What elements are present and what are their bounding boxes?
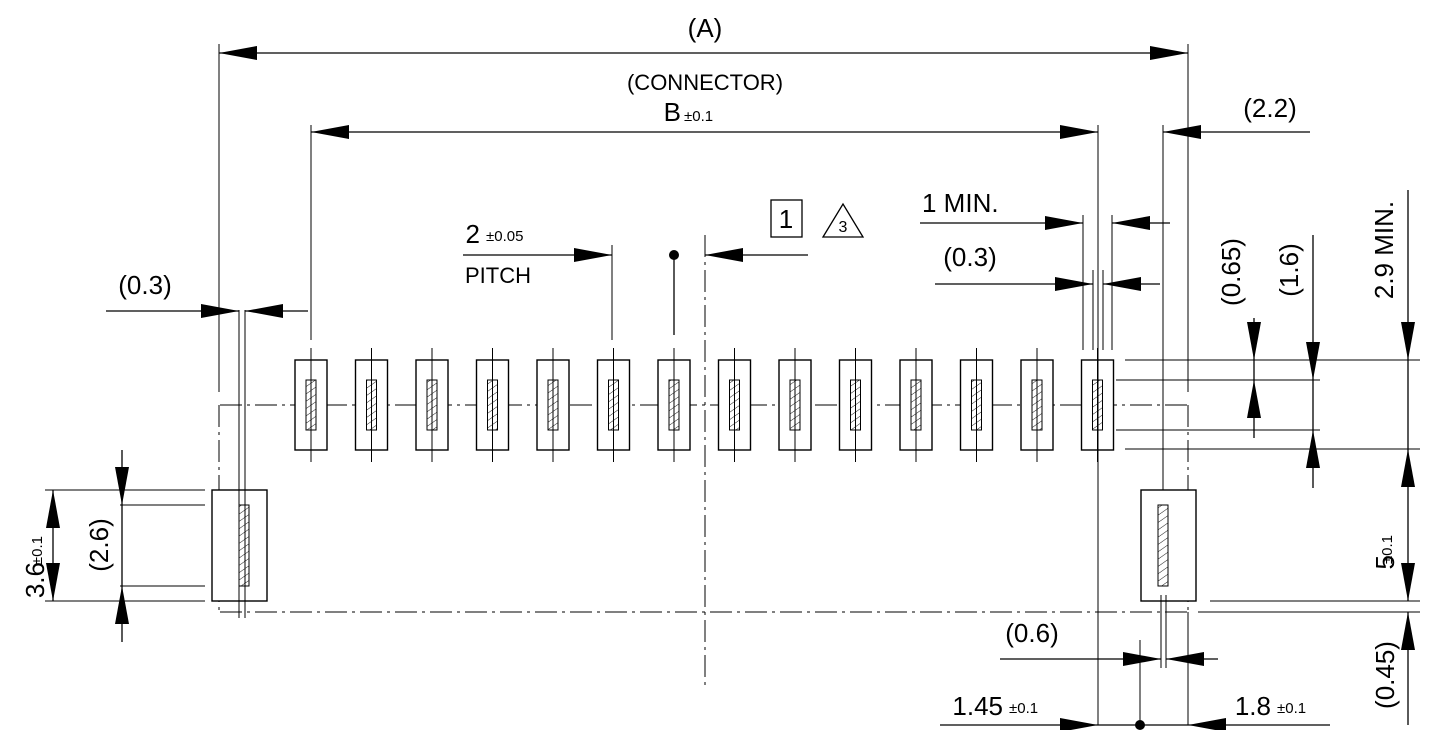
dimension-labels: (A) (CONNECTOR) B ±0.1 (2.2) 2 ±0.05 PIT… — [20, 13, 1400, 721]
signal-pad — [959, 348, 994, 462]
overall-length-label: (A) — [688, 13, 723, 43]
connector-dim-label: B — [664, 97, 681, 127]
pitch-tolerance: ±0.05 — [486, 228, 523, 245]
mount-height-label: 3.6 — [20, 562, 50, 598]
connector-caption: (CONNECTOR) — [627, 70, 783, 95]
signal-pad — [1020, 348, 1054, 462]
signal-pad — [354, 348, 389, 462]
min-depth-label: 2.9 MIN. — [1369, 201, 1399, 299]
signal-pads — [294, 348, 1115, 462]
left-offset-label: (0.3) — [118, 270, 171, 300]
mount-inner-label: (2.6) — [84, 518, 114, 571]
signal-pad — [717, 348, 752, 462]
row-spacing-label: 5 — [1370, 555, 1400, 569]
dim-left-tolerance: ±0.1 — [1009, 700, 1038, 717]
signal-pad — [778, 348, 812, 462]
note-triangle-symbol — [821, 202, 865, 238]
dim-left-label: 1.45 — [952, 691, 1003, 721]
dim-right-tolerance: ±0.1 — [1277, 700, 1306, 717]
signal-pad — [657, 348, 691, 462]
signal-pad — [536, 348, 570, 462]
mount-height-tolerance: ±0.1 — [29, 536, 46, 565]
connector-dim-tolerance: ±0.1 — [684, 108, 713, 125]
signal-pad — [899, 348, 933, 462]
extension-lines — [45, 44, 1420, 725]
row-spacing-tolerance: ±0.1 — [1379, 535, 1396, 564]
signal-pad — [415, 348, 449, 462]
dim-right-label: 1.8 — [1235, 691, 1271, 721]
signal-pad — [596, 348, 631, 462]
signal-pad — [475, 348, 510, 462]
pitch-caption: PITCH — [465, 263, 531, 288]
note-triangle-label: 3 — [839, 219, 848, 236]
left-mount-pad — [211, 310, 268, 618]
right-overhang-label: (2.2) — [1243, 93, 1296, 123]
right-mount-pad-terminal — [1157, 504, 1169, 587]
pad-length-ref-label: (0.65) — [1216, 238, 1246, 306]
pitch-value-label: 2 — [466, 219, 480, 249]
dimension-lines — [46, 46, 1415, 730]
signal-pad — [838, 348, 873, 462]
pad-row-height-label: (1.6) — [1274, 243, 1304, 296]
mount-slot-width-label: (0.6) — [1005, 618, 1058, 648]
pad-width-label: (0.3) — [943, 242, 996, 272]
note-box-symbol — [770, 199, 803, 238]
min-gap-label: 1 MIN. — [922, 188, 999, 218]
left-mount-pad-terminal — [238, 504, 250, 587]
right-mount-pad — [1140, 489, 1197, 668]
bottom-ref-label: (0.45) — [1370, 641, 1400, 709]
note-box-label: 1 — [779, 204, 793, 234]
signal-pad — [294, 348, 328, 462]
